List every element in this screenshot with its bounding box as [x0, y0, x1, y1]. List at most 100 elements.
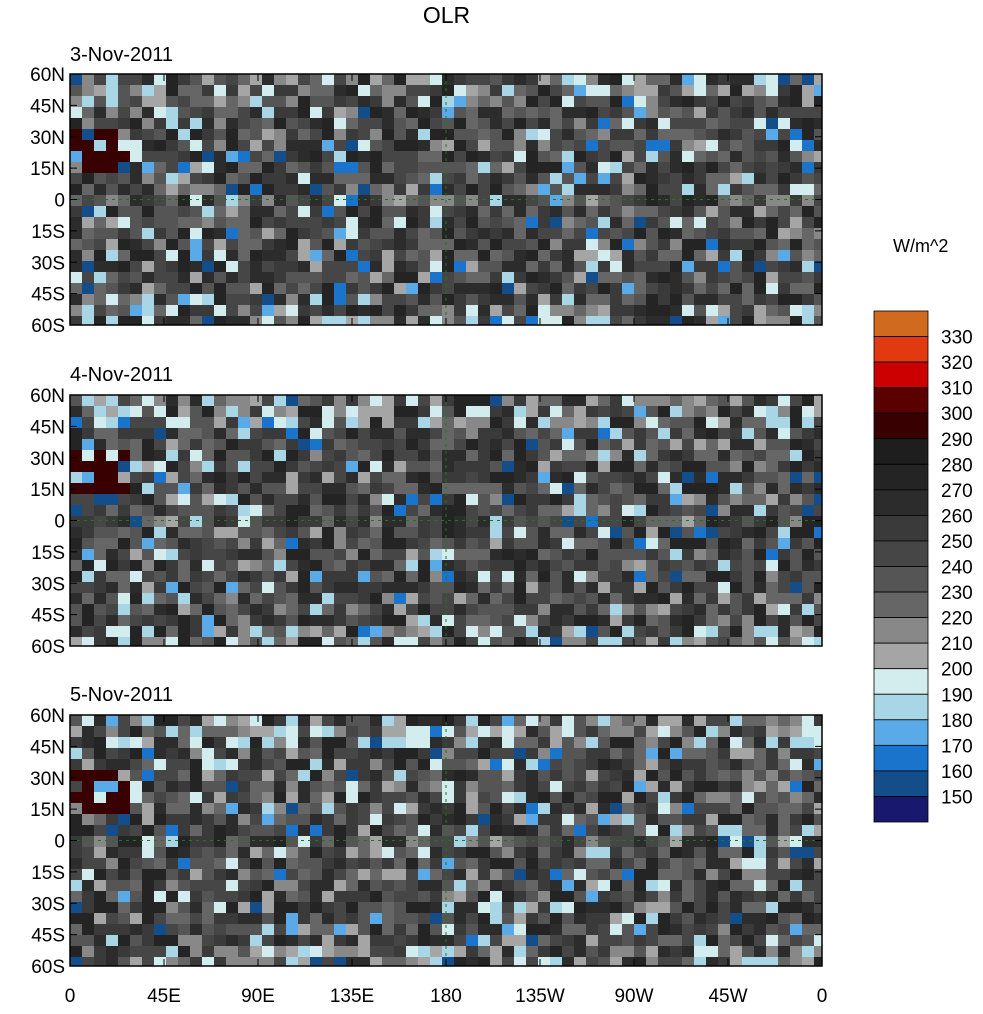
olr-cell [742, 770, 754, 781]
olr-cell [190, 294, 202, 305]
olr-cell [526, 74, 538, 85]
olr-cell [250, 184, 262, 195]
y-tick-label: 60S [31, 637, 65, 658]
olr-cell [526, 395, 538, 406]
olr-cell [334, 96, 346, 107]
olr-cell [82, 748, 94, 759]
olr-cell [358, 582, 370, 593]
olr-cell [346, 935, 358, 946]
olr-cell [646, 505, 658, 516]
olr-cell [394, 560, 406, 571]
olr-cell [562, 96, 574, 107]
olr-cell [658, 770, 670, 781]
olr-cell [226, 737, 238, 748]
olr-cell [706, 195, 718, 206]
olr-cell [154, 173, 166, 184]
olr-cell [610, 239, 622, 250]
olr-cell [190, 129, 202, 140]
olr-cell [574, 726, 586, 737]
olr-cell [106, 880, 118, 891]
olr-cell [514, 604, 526, 615]
olr-cell [718, 770, 730, 781]
olr-cell [658, 582, 670, 593]
olr-cell [346, 406, 358, 417]
olr-cell [370, 239, 382, 250]
olr-cell [118, 604, 130, 615]
olr-cell [538, 118, 550, 129]
olr-cell [718, 571, 730, 582]
olr-cell [130, 902, 142, 913]
olr-cell [466, 85, 478, 96]
olr-cell [538, 637, 550, 646]
olr-cell [466, 637, 478, 646]
olr-cell [274, 759, 286, 770]
y-tick-label: 0 [54, 512, 65, 533]
olr-cell [586, 538, 598, 549]
olr-cell [286, 261, 298, 272]
olr-cell [586, 461, 598, 472]
olr-cell [670, 527, 682, 538]
olr-cell [202, 737, 214, 748]
olr-cell [394, 582, 406, 593]
olr-cell [370, 604, 382, 615]
olr-cell [94, 151, 106, 162]
olr-cell [94, 107, 106, 118]
olr-cell [190, 305, 202, 316]
olr-cell [550, 195, 562, 206]
olr-cell [790, 836, 802, 847]
olr-cell [382, 748, 394, 759]
olr-cell [490, 140, 502, 151]
olr-cell [442, 759, 454, 770]
olr-cell [658, 527, 670, 538]
olr-cell [790, 129, 802, 140]
olr-cell [778, 571, 790, 582]
olr-cell [526, 582, 538, 593]
olr-cell [286, 107, 298, 118]
y-tick-label: 45S [31, 606, 65, 627]
olr-cell [742, 593, 754, 604]
olr-cell [82, 847, 94, 858]
olr-cell [394, 604, 406, 615]
olr-cell [178, 505, 190, 516]
olr-cell [82, 261, 94, 272]
olr-cell [118, 737, 130, 748]
olr-cell [190, 250, 202, 261]
olr-cell [394, 803, 406, 814]
olr-cell [178, 538, 190, 549]
olr-cell [346, 582, 358, 593]
olr-cell [130, 516, 142, 527]
olr-cell [262, 527, 274, 538]
olr-cell [442, 450, 454, 461]
olr-cell [430, 472, 442, 483]
olr-cell [250, 935, 262, 946]
olr-cell [442, 184, 454, 195]
olr-cell [574, 129, 586, 140]
olr-cell [658, 483, 670, 494]
olr-cell [322, 494, 334, 505]
olr-cell [802, 626, 814, 637]
olr-cell [358, 305, 370, 316]
olr-cell [142, 803, 154, 814]
olr-cell [814, 107, 822, 118]
olr-cell [562, 195, 574, 206]
olr-cell [658, 129, 670, 140]
olr-cell [130, 759, 142, 770]
olr-cell [706, 604, 718, 615]
olr-cell [130, 869, 142, 880]
olr-cell [226, 715, 238, 726]
olr-cell [214, 151, 226, 162]
olr-cell [358, 505, 370, 516]
olr-cell [130, 129, 142, 140]
olr-cell [670, 582, 682, 593]
olr-cell [682, 924, 694, 935]
olr-cell [214, 814, 226, 825]
olr-cell [274, 472, 286, 483]
olr-cell [442, 560, 454, 571]
olr-cell [730, 206, 742, 217]
olr-cell [382, 74, 394, 85]
olr-cell [598, 604, 610, 615]
olr-cell [154, 261, 166, 272]
olr-cell [550, 294, 562, 305]
olr-cell [382, 305, 394, 316]
olr-cell [358, 85, 370, 96]
